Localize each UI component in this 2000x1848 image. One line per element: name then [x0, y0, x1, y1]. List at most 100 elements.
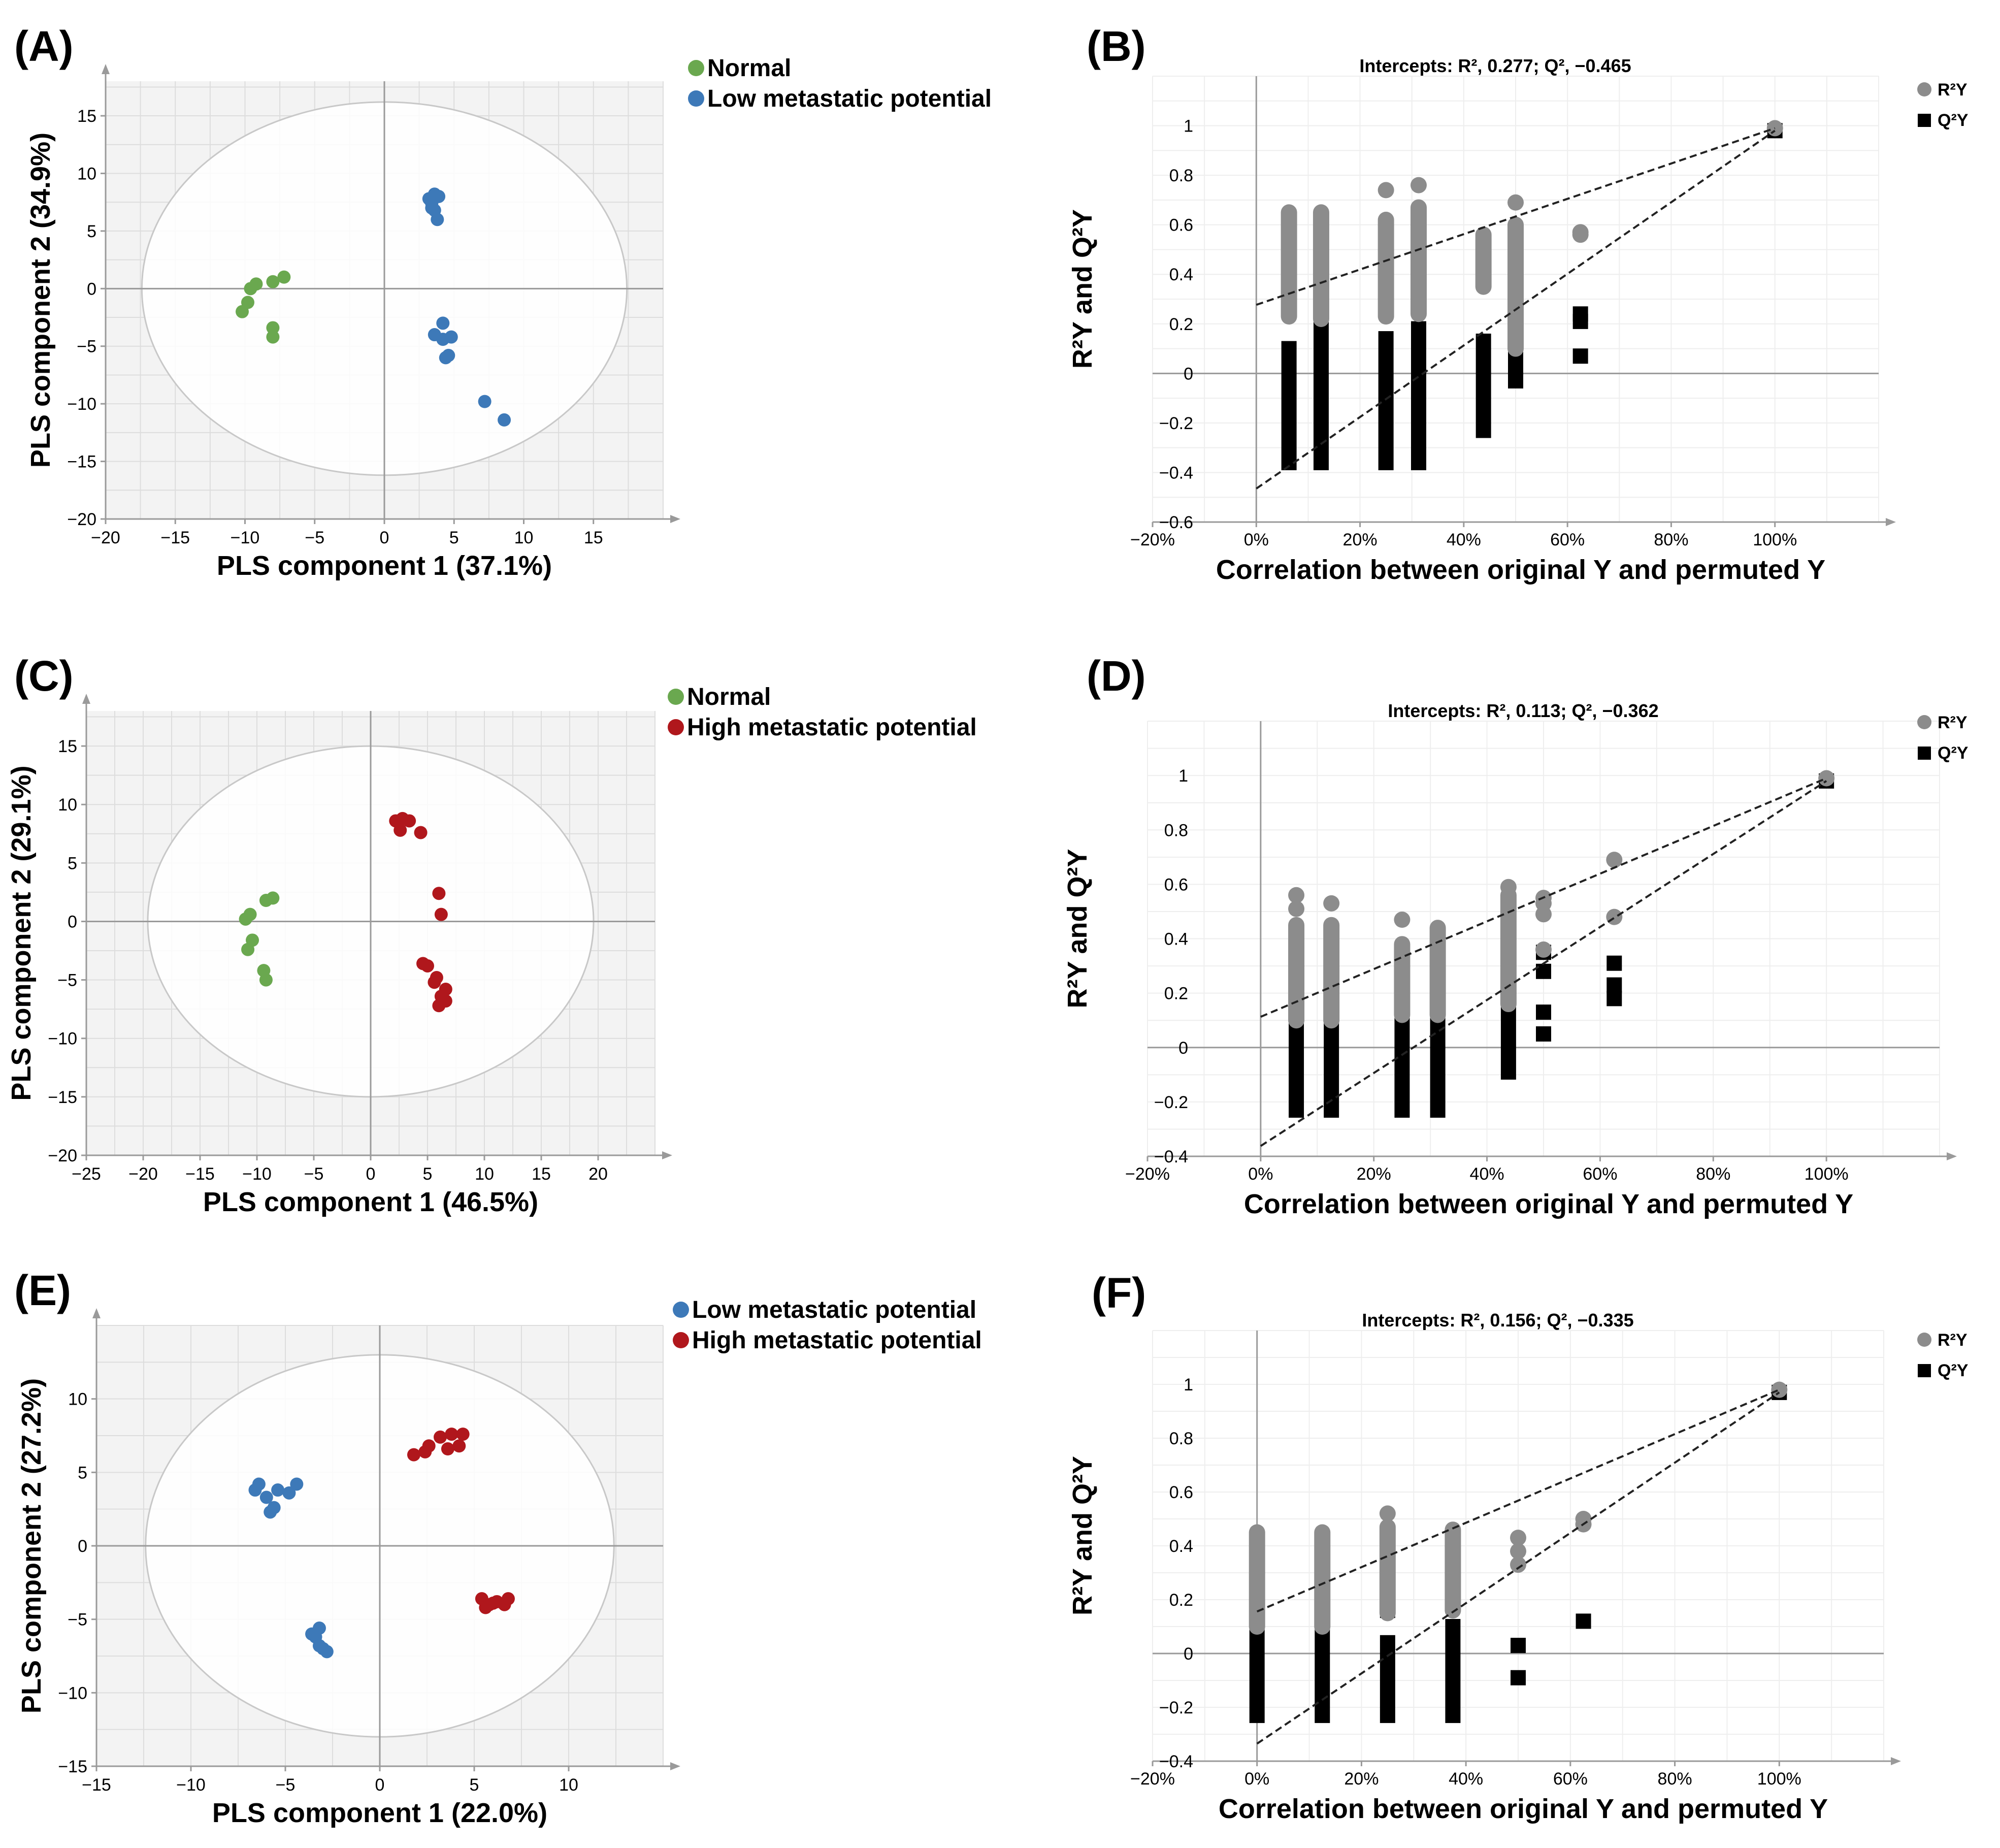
x-tick-label: 80%: [1658, 1769, 1692, 1789]
legend-label: Low metastatic potential: [692, 1296, 976, 1323]
y-tick-label: 0.8: [1169, 166, 1193, 185]
legend-marker-q2: [1918, 1364, 1931, 1377]
r2-permutation-column: [1313, 204, 1329, 328]
legend-label: R²Y: [1938, 1331, 1968, 1350]
q2-permutation-column: [1281, 341, 1297, 470]
y-tick-label: 15: [77, 107, 96, 126]
x-axis-title: Correlation between original Y and permu…: [1244, 1189, 1853, 1219]
data-point-high: [428, 976, 441, 989]
y-axis-title: PLS component 2 (27.2%): [16, 1378, 47, 1713]
r2-regression-line: [1256, 1388, 1780, 1613]
data-point-high: [407, 1448, 420, 1462]
panel-b: (B) Intercepts: R², 0.277; Q², −0.465 −20%…: [1067, 22, 1969, 585]
r2-permutation-column: [1288, 917, 1305, 1029]
x-tick-label: 80%: [1696, 1164, 1730, 1184]
r2-point: [1410, 177, 1427, 193]
y-tick-label: 0.8: [1169, 1429, 1193, 1448]
legend-marker-high: [673, 1332, 689, 1348]
x-axis-arrow-icon: [670, 1762, 680, 1770]
r2-point: [1378, 182, 1394, 199]
q2-point: [1576, 1613, 1591, 1629]
q2-permutation-column: [1411, 321, 1426, 470]
r2-point: [1535, 941, 1552, 958]
x-tick-label: 40%: [1449, 1769, 1483, 1789]
y-tick-label: −15: [58, 1757, 87, 1776]
y-tick-label: 0.2: [1164, 984, 1188, 1003]
y-tick-label: −15: [48, 1088, 77, 1107]
q2-permutation-column: [1476, 333, 1491, 438]
data-point-low: [271, 1483, 285, 1497]
q2-permutation-column: [1249, 1624, 1265, 1723]
y-tick-label: 0: [1184, 364, 1193, 383]
y-tick-label: −15: [67, 452, 96, 472]
y-tick-label: 0.6: [1169, 216, 1193, 235]
x-tick-label: −10: [176, 1775, 206, 1795]
x-tick-label: 80%: [1654, 530, 1688, 549]
panel-label: (B): [1087, 22, 1146, 70]
data-point-low: [425, 201, 439, 215]
panel-label: (C): [14, 652, 74, 700]
r2-permutation-column: [1507, 216, 1524, 357]
x-tick-label: 100%: [1805, 1164, 1849, 1184]
r2-point: [1379, 1505, 1396, 1522]
y-tick-label: 15: [58, 737, 77, 756]
data-point-high: [486, 1596, 500, 1610]
y-tick-label: 0: [78, 1537, 87, 1556]
data-point-low: [436, 316, 450, 330]
data-point-high: [434, 907, 448, 921]
data-point-normal: [243, 907, 257, 921]
data-point-low: [312, 1639, 326, 1652]
legend-label: R²Y: [1938, 80, 1968, 100]
data-point-low: [498, 413, 511, 427]
x-tick-label: 20: [588, 1164, 608, 1184]
q2-permutation-column: [1445, 1619, 1461, 1723]
x-axis-arrow-icon: [1886, 518, 1896, 526]
y-axis-title: R²Y and Q²Y: [1067, 1456, 1098, 1615]
legend-marker-low: [673, 1302, 689, 1318]
x-tick-label: 5: [423, 1164, 433, 1184]
q2-point: [1536, 1004, 1551, 1020]
r2-permutation-column: [1379, 1518, 1396, 1622]
data-point-low: [282, 1486, 296, 1500]
x-axis-title: PLS component 1 (22.0%): [212, 1798, 547, 1828]
data-point-high: [403, 814, 416, 828]
y-tick-label: 1: [1178, 766, 1188, 786]
x-tick-label: 5: [449, 528, 459, 547]
r2-point: [1510, 1543, 1526, 1560]
y-tick-label: −5: [77, 337, 96, 356]
y-tick-label: −0.2: [1154, 1093, 1188, 1112]
data-point-low: [290, 1477, 304, 1491]
r2-permutation-column: [1500, 887, 1517, 1013]
panel-e: (E) −15 −10 −5 0 5 10 −15 −10 −5 0 5 10 PLS component…: [14, 1267, 982, 1828]
r2-point: [1510, 1557, 1526, 1573]
legend-label: High metastatic potential: [687, 714, 977, 741]
r2-regression-line: [1260, 777, 1827, 1018]
q2-regression-line: [1256, 1391, 1780, 1745]
y-tick-label: −0.4: [1159, 463, 1193, 482]
x-tick-label: −10: [242, 1164, 272, 1184]
r2-point: [1500, 879, 1517, 895]
q2-permutation-column: [1313, 306, 1329, 470]
q2-point: [1511, 1670, 1526, 1685]
q2-point: [1572, 348, 1588, 364]
legend-marker-normal: [688, 60, 704, 76]
q2-regression-line: [1260, 780, 1827, 1147]
q2-point: [1572, 313, 1588, 329]
legend-marker-low: [688, 90, 704, 107]
x-tick-label: 60%: [1583, 1164, 1617, 1184]
legend-marker-high: [668, 719, 684, 735]
q2-regression-line: [1256, 129, 1776, 490]
legend-marker-q2: [1918, 114, 1931, 127]
y-tick-label: 0: [1178, 1039, 1188, 1058]
panel-label: (F): [1092, 1269, 1146, 1317]
y-tick-label: −10: [58, 1683, 87, 1703]
y-tick-label: 10: [68, 1390, 87, 1409]
r2-point: [1771, 1381, 1788, 1398]
x-tick-label: 60%: [1553, 1769, 1588, 1789]
y-tick-label: 0.2: [1169, 1591, 1193, 1610]
x-tick-label: 5: [470, 1775, 479, 1795]
y-axis-arrow-icon: [82, 694, 90, 704]
data-point-high: [421, 959, 434, 972]
r2-permutation-column: [1429, 920, 1446, 1023]
